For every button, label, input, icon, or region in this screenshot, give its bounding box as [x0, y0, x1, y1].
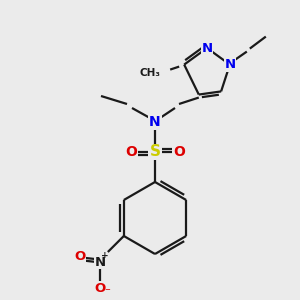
Text: O: O: [94, 281, 105, 295]
Text: CH₃: CH₃: [139, 68, 160, 78]
Text: O: O: [173, 145, 185, 159]
Text: +: +: [101, 250, 109, 260]
Text: S: S: [149, 145, 161, 160]
Text: O: O: [74, 250, 85, 262]
Text: N: N: [224, 58, 236, 71]
Text: ⁻: ⁻: [104, 287, 110, 297]
Text: N: N: [149, 115, 161, 129]
Text: N: N: [94, 256, 105, 268]
Text: O: O: [125, 145, 137, 159]
Text: N: N: [201, 41, 213, 55]
